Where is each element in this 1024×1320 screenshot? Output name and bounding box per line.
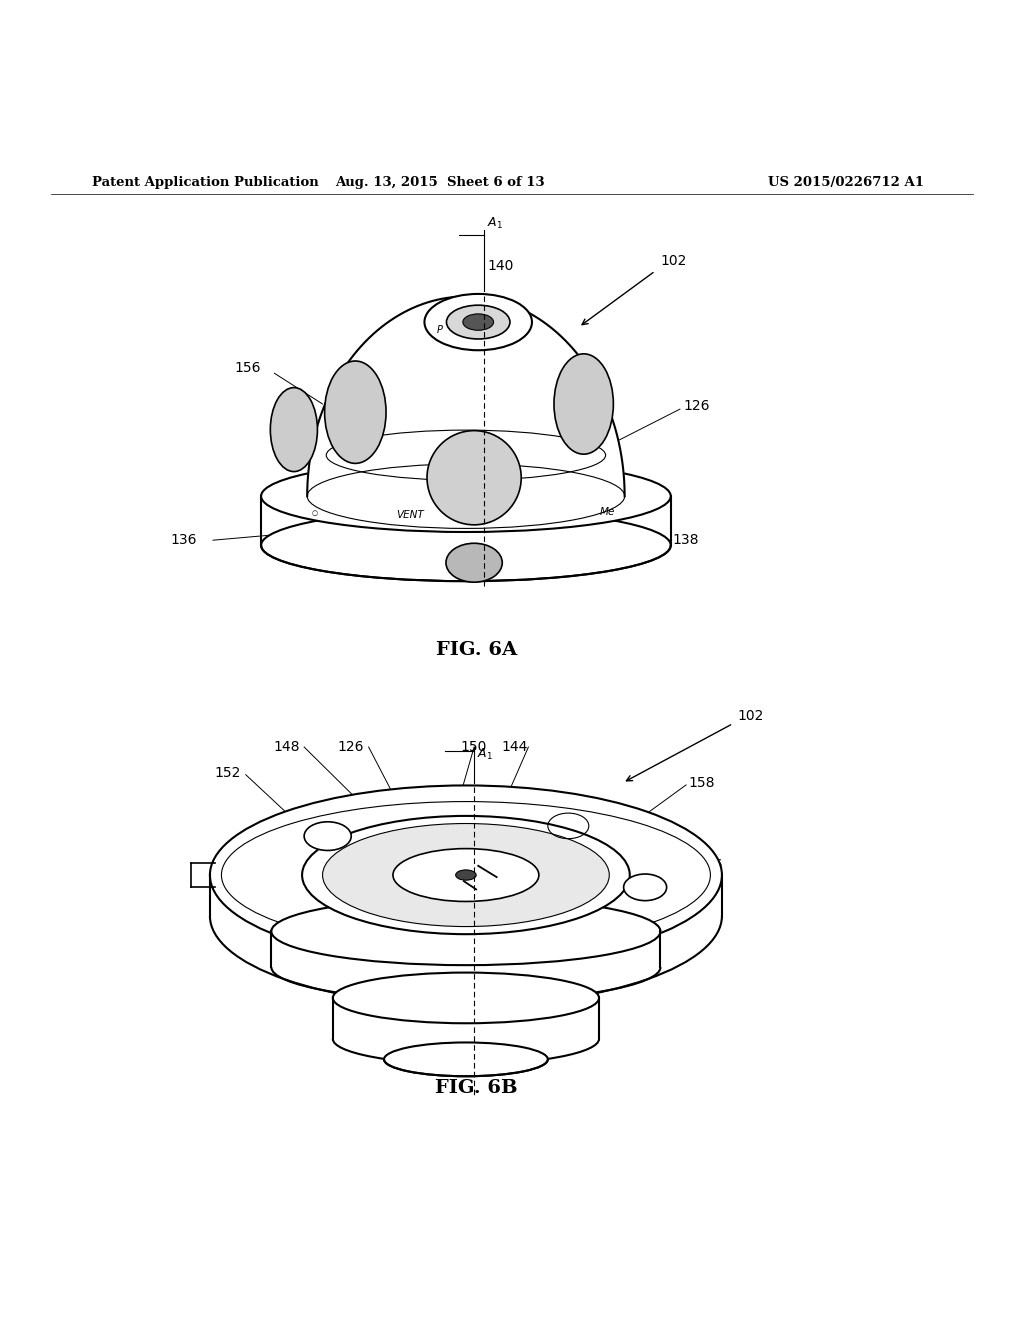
Text: FIG. 6A: FIG. 6A [435,640,517,659]
Text: $A_1$: $A_1$ [487,216,504,231]
Text: $A_1$: $A_1$ [477,747,494,762]
Text: 150: 150 [461,741,487,754]
Ellipse shape [261,510,671,581]
Text: FIG. 6B: FIG. 6B [435,1078,517,1097]
Ellipse shape [325,360,386,463]
Text: 102: 102 [737,709,764,723]
Text: 158: 158 [688,776,715,789]
Text: VENT: VENT [395,510,424,520]
Ellipse shape [393,849,539,902]
Text: US 2015/0226712 A1: US 2015/0226712 A1 [768,177,924,189]
Ellipse shape [304,822,351,850]
Text: 126: 126 [683,399,710,413]
Text: P: P [436,325,442,335]
Text: 138: 138 [673,533,699,548]
Text: Aug. 13, 2015  Sheet 6 of 13: Aug. 13, 2015 Sheet 6 of 13 [336,177,545,189]
Text: 146: 146 [696,858,723,871]
Text: 102: 102 [660,253,687,268]
Ellipse shape [323,824,609,927]
Ellipse shape [456,870,476,880]
Text: 156: 156 [234,362,261,375]
Text: 148: 148 [273,741,300,754]
Text: ○: ○ [311,510,317,516]
Ellipse shape [425,294,532,350]
Text: 152: 152 [214,766,241,780]
Text: 136: 136 [170,533,197,548]
Text: 140: 140 [487,259,514,273]
Ellipse shape [261,461,671,532]
Ellipse shape [302,816,630,935]
Text: 126: 126 [338,741,365,754]
Text: Me: Me [599,507,615,516]
Ellipse shape [210,785,722,965]
Ellipse shape [446,305,510,339]
Text: 154: 154 [582,952,608,966]
Ellipse shape [271,898,660,965]
Ellipse shape [446,544,503,582]
Ellipse shape [270,388,317,471]
Ellipse shape [624,874,667,900]
Ellipse shape [463,314,494,330]
Text: 144: 144 [502,741,528,754]
Polygon shape [307,297,625,496]
Ellipse shape [384,1043,548,1076]
Text: Patent Application Publication: Patent Application Publication [92,177,318,189]
Ellipse shape [427,430,521,525]
Ellipse shape [554,354,613,454]
Ellipse shape [333,973,599,1023]
